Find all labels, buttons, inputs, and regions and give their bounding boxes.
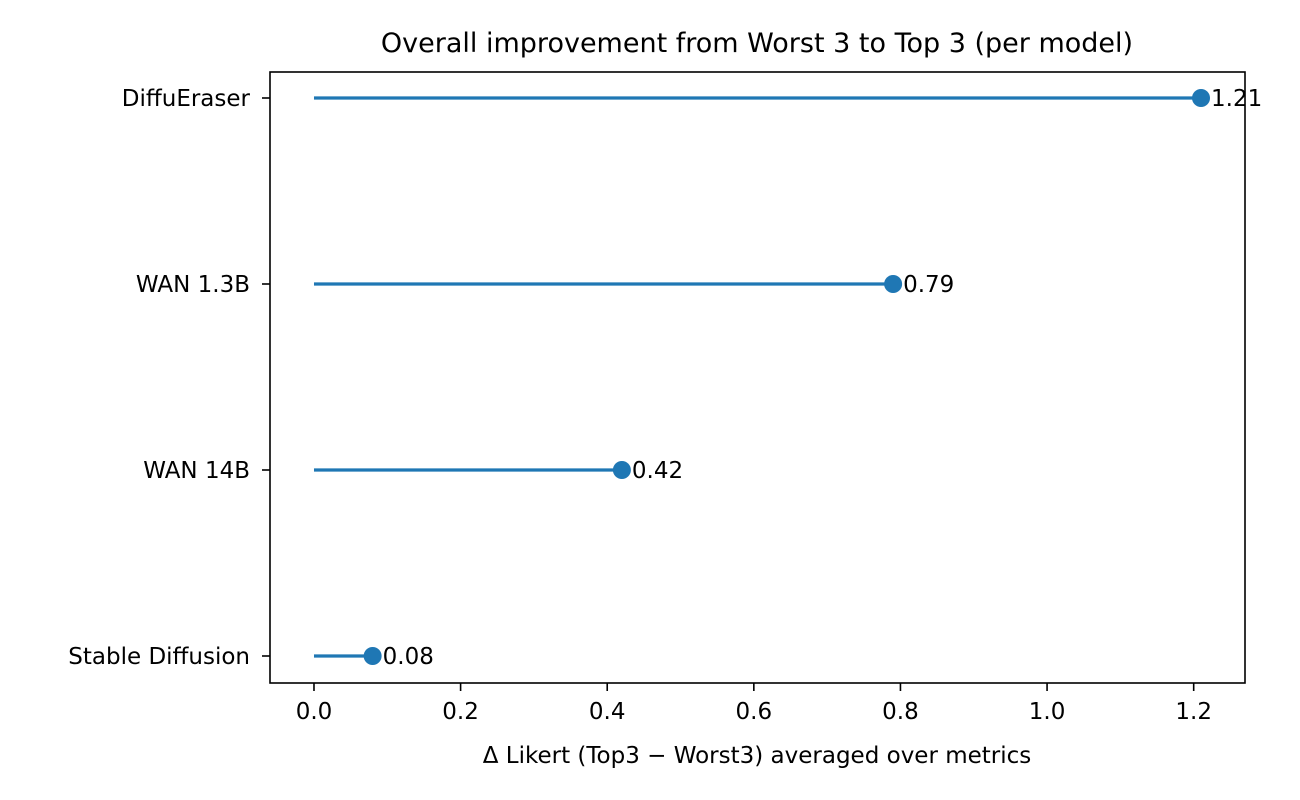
data-label: 0.79 <box>903 272 954 298</box>
x-tick-label: 0.2 <box>442 699 479 725</box>
y-tick-label: WAN 1.3B <box>136 272 250 298</box>
plot-area: 0.0 0.2 0.4 0.6 0.8 1.0 1.2 DiffuEraser 1.21 WAN … <box>68 86 1262 725</box>
lollipop-point <box>884 275 903 293</box>
x-tick-label: 0.8 <box>882 699 919 725</box>
x-tick-label: 0.0 <box>296 699 333 725</box>
data-label: 1.21 <box>1211 86 1262 112</box>
lollipop-point <box>612 461 631 479</box>
y-tick-label: Stable Diffusion <box>68 644 250 670</box>
lollipop-point <box>1192 89 1211 107</box>
lollipop-point <box>363 647 382 665</box>
x-tick-label: 0.6 <box>736 699 773 725</box>
x-tick-label: 1.0 <box>1029 699 1066 725</box>
plot-frame <box>269 71 1246 684</box>
data-label: 0.42 <box>632 458 683 484</box>
data-label: 0.08 <box>383 644 434 670</box>
chart-title: Overall improvement from Worst 3 to Top … <box>381 28 1133 59</box>
x-axis-label: Δ Likert (Top3 − Worst3) averaged over m… <box>483 743 1032 769</box>
x-tick-label: 0.4 <box>589 699 626 725</box>
y-tick-label: WAN 14B <box>143 458 250 484</box>
x-tick-label: 1.2 <box>1175 699 1212 725</box>
y-tick-label: DiffuEraser <box>122 86 251 112</box>
